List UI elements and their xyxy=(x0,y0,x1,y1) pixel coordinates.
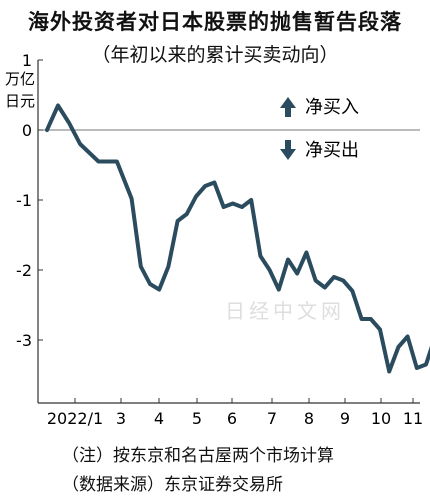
chart-series xyxy=(45,103,430,374)
unit-label-1: 万亿 xyxy=(5,70,35,88)
y-tick-label: -3 xyxy=(16,331,32,350)
x-tick-label: 10 xyxy=(371,409,391,428)
x-tick-label: 3 xyxy=(116,409,126,428)
legend-label-buy: 净买入 xyxy=(305,97,359,118)
legend-label-sell: 净买出 xyxy=(305,140,359,161)
x-tick-label: 6 xyxy=(227,409,237,428)
x-tick-label: 4 xyxy=(154,409,164,428)
note-footnote: （注）按东京和名古屋两个市场计算 xyxy=(62,446,334,466)
note-source: （数据来源）东京证券交易所 xyxy=(62,475,283,495)
chart-subtitle: （年初以来的累计买卖动向） xyxy=(91,44,339,66)
y-tick-label: -2 xyxy=(16,261,32,280)
legend: 净买入 净买出 xyxy=(280,97,359,161)
y-tick-label: -1 xyxy=(16,191,32,210)
series-line xyxy=(45,103,430,374)
x-tick-label: 11 xyxy=(403,409,423,428)
chart-axes xyxy=(37,60,420,404)
x-tick-label: 9 xyxy=(340,409,350,428)
x-tick-label: 8 xyxy=(304,409,314,428)
y-tick-label: 1 xyxy=(22,51,32,70)
arrow-up-icon xyxy=(280,97,296,117)
y-tick-label: 0 xyxy=(22,121,32,140)
x-tick-label: 2022/1 xyxy=(47,409,103,428)
x-tick-label: 7 xyxy=(267,409,277,428)
chart-title: 海外投资者对日本股票的抛售暂告段落 xyxy=(28,10,402,34)
x-tick-label: 5 xyxy=(192,409,202,428)
unit-label-2: 日元 xyxy=(5,92,35,110)
arrow-down-icon xyxy=(280,140,296,160)
watermark: 日经中文网 xyxy=(225,299,345,323)
